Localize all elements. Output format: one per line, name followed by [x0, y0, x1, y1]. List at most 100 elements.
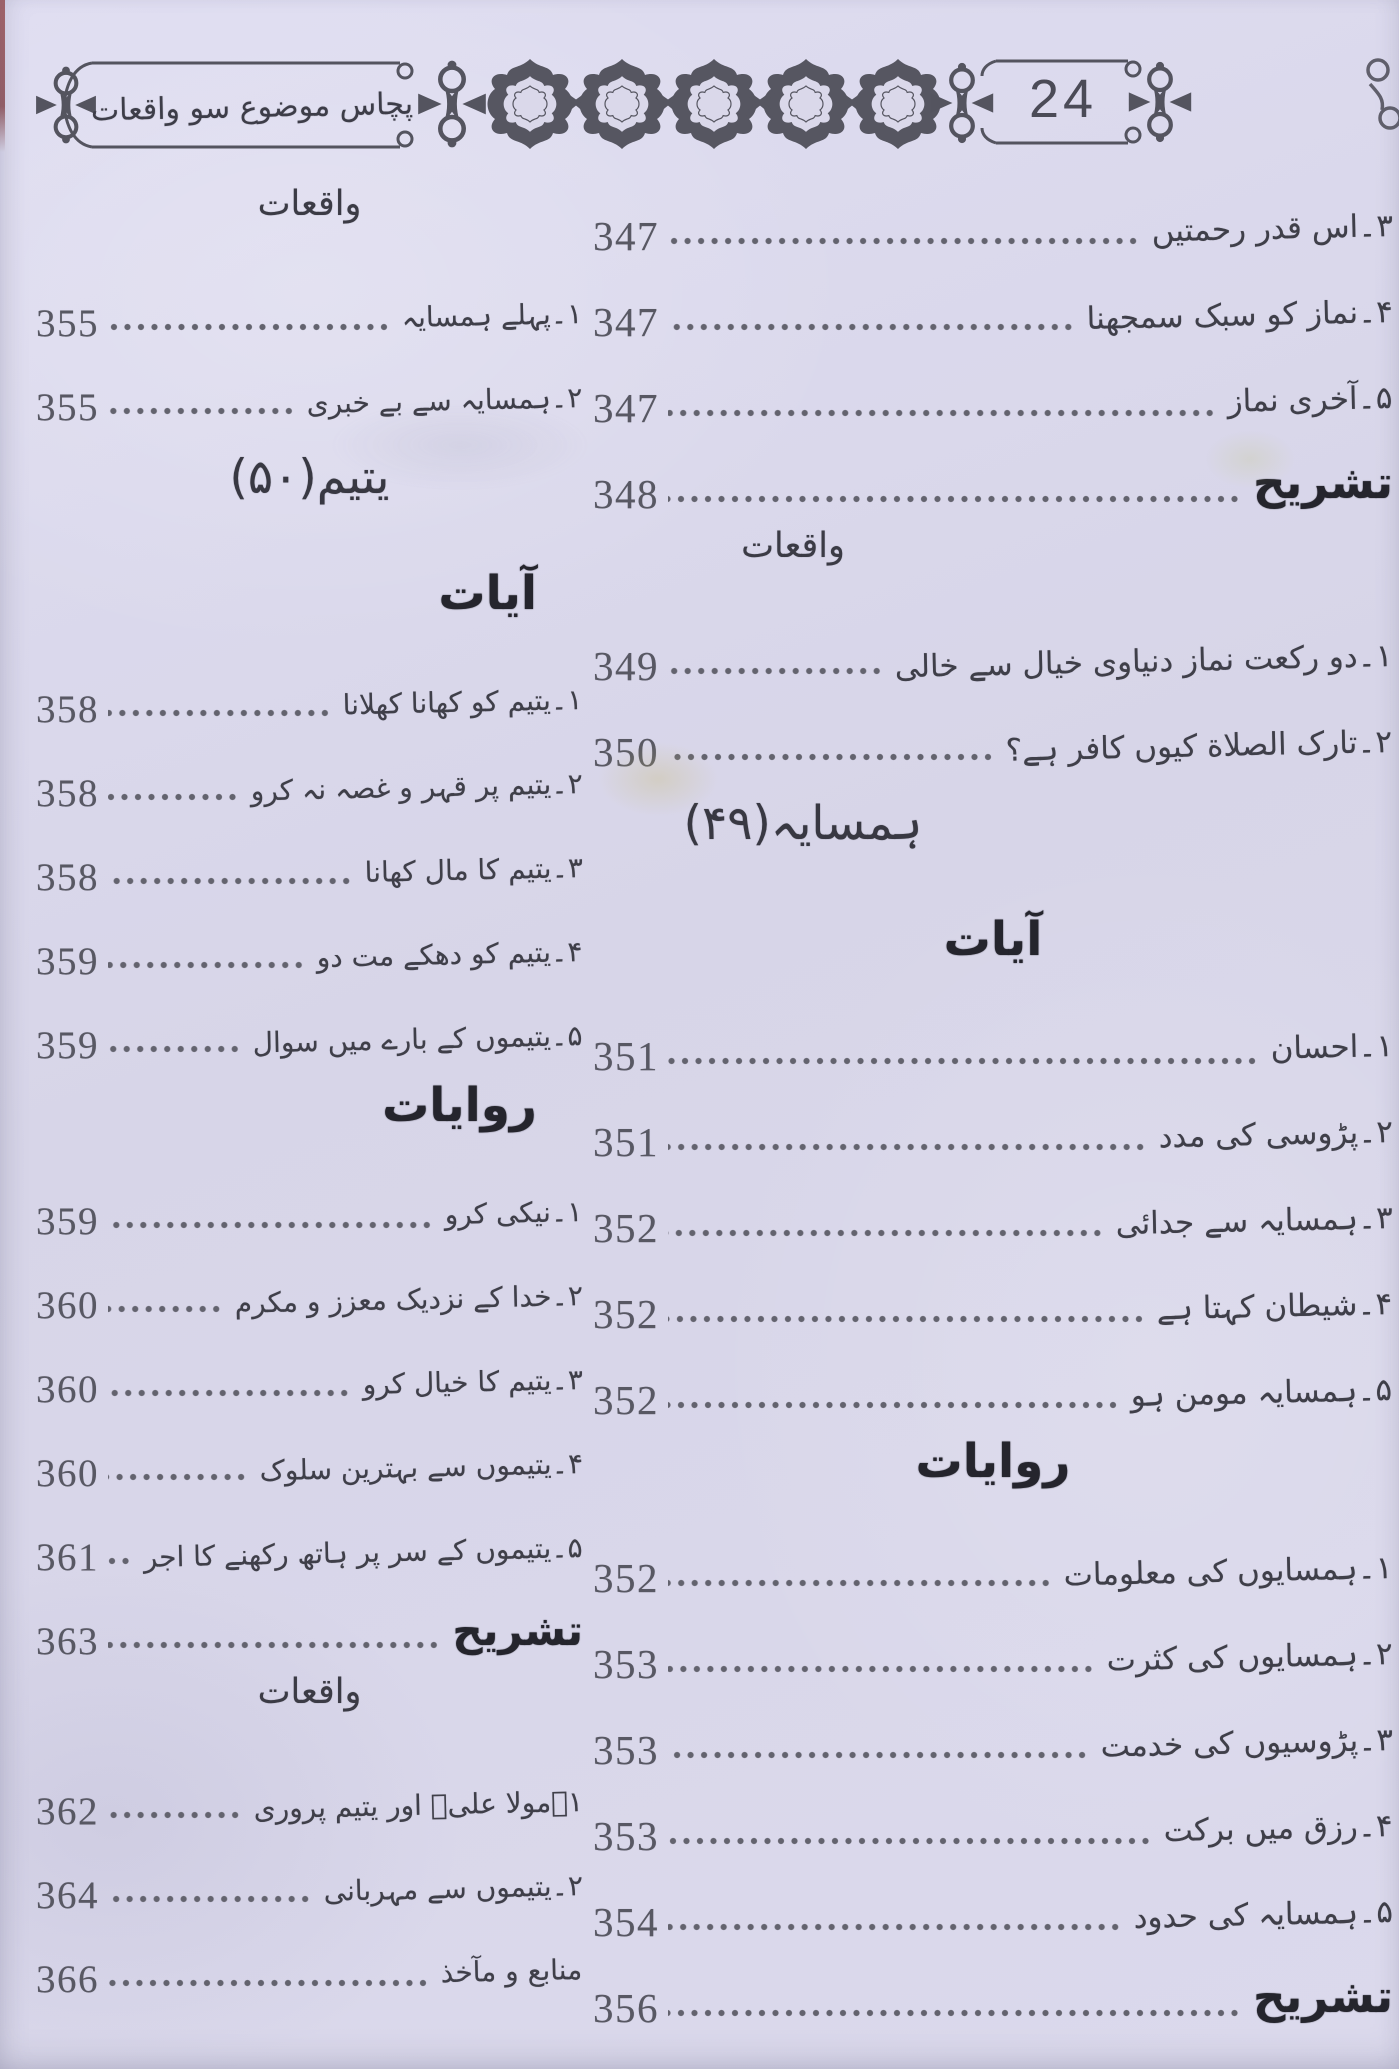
toc-column-right: ۳۔اس قدر رحمتیں 347 ۴۔نماز کو سبک سمجھنا 34… — [593, 168, 1393, 2069]
toc-entry-title: ۵۔ہمسایہ کی حدود — [1132, 1894, 1393, 1936]
dot-leader — [108, 1641, 444, 1649]
toc-entry-page-number: 355 — [36, 386, 99, 429]
toc-entry-page-number: 363 — [36, 1620, 99, 1663]
toc-entry-title: ۱۔مولا علیؑ اور یتیم پروری — [252, 1785, 583, 1826]
toc-entry-page-number: 359 — [36, 1200, 99, 1243]
dot-leader — [108, 877, 356, 885]
toc-entry-page-number: 355 — [36, 302, 99, 345]
dot-leader — [108, 1811, 245, 1819]
toc-entry-page-number: 353 — [593, 1813, 659, 1859]
dot-leader — [108, 1305, 226, 1313]
toc-entry-title: ۵۔یتیموں کے بارے میں سوال — [252, 1019, 583, 1060]
toc-entry-title: ۳۔یتیم کا مال کھانا — [363, 851, 583, 889]
toc-entry: ۲۔ہمسایوں کی کثرت 353 — [593, 1600, 1393, 1686]
dot-leader — [668, 1665, 1098, 1673]
toc-columns: ۳۔اس قدر رحمتیں 347 ۴۔نماز کو سبک سمجھنا 34… — [36, 168, 1393, 2069]
toc-entry-title: ۵۔آخری نماز — [1227, 380, 1393, 420]
toc-entry: ۱۔یتیم کو کھانا کھلانا 358 — [36, 646, 583, 730]
toc-entry: ۱۔مولا علیؑ اور یتیم پروری 362 — [36, 1748, 583, 1832]
toc-entry-title: ۲۔پڑوسی کی مدد — [1157, 1114, 1393, 1156]
toc-entry-title: ۱۔نیکی کرو — [444, 1195, 583, 1232]
toc-entry-page-number: 352 — [593, 1291, 659, 1337]
toc-entry-page-number: 347 — [593, 385, 659, 431]
toc-entry-title: منابع و مآخذ — [440, 1953, 583, 1990]
toc-entry-page-number: 353 — [593, 1641, 659, 1687]
toc-entry-title: ۱۔دو رکعت نماز دنیاوی خیال سے خالی — [894, 638, 1393, 686]
toc-entry: ۴۔نماز کو سبک سمجھنا 347 — [593, 258, 1393, 344]
toc-entry-page-number: 352 — [593, 1205, 659, 1251]
toc-entry-page-number: 360 — [36, 1368, 99, 1411]
toc-entry-title: ۳۔یتیم کا خیال کرو — [362, 1363, 583, 1401]
toc-entry-title: تشریح — [1252, 1970, 1393, 2023]
dot-leader — [668, 323, 1078, 331]
chapter-heading: واقعات — [257, 184, 362, 224]
header-ornament-band — [0, 0, 1399, 178]
toc-entry-title: ۲۔خدا کے نزدیک معزز و مکرم — [234, 1279, 583, 1320]
dot-leader — [668, 1579, 1056, 1587]
toc-entry-page-number: 360 — [36, 1284, 99, 1327]
group-heading: آیات — [438, 566, 537, 621]
toc-entry-page-number: 359 — [36, 940, 99, 983]
toc-entry-page-number: 347 — [593, 299, 659, 345]
toc-entry-title: ۱۔ہمسایوں کی معلومات — [1063, 1550, 1393, 1594]
dot-leader — [108, 1895, 315, 1903]
toc-entry: ۱۔پہلے ہمسایہ 355 — [36, 260, 583, 344]
toc-entry-page-number: 348 — [593, 471, 659, 517]
toc-entry: ۱۔احسان 351 — [593, 992, 1393, 1078]
toc-entry: ۵۔یتیموں کے سر پر ہاتھ رکھنے کا اجر 361 — [36, 1494, 583, 1578]
toc-entry-page-number: 359 — [36, 1024, 99, 1067]
toc-entry-title: ۱۔احسان — [1269, 1028, 1393, 1067]
toc-entry: منابع و مآخذ 366 — [36, 1916, 583, 2000]
toc-entry-title: ۳۔ہمسایہ سے جدائی — [1115, 1200, 1393, 1243]
center-left-fleur-icon — [418, 61, 486, 148]
toc-entry-page-number: 354 — [593, 1899, 659, 1945]
dot-leader — [668, 1057, 1262, 1065]
dot-leader — [668, 1315, 1149, 1323]
dot-leader — [108, 961, 309, 969]
toc-entry: ۵۔ہمسایہ مومن ہو 352 — [593, 1336, 1393, 1422]
paper-stain — [1205, 430, 1295, 488]
toc-entry: تشریح 348 — [593, 430, 1393, 516]
toc-entry: ۵۔ہمسایہ کی حدود 354 — [593, 1858, 1393, 1944]
toc-entry: ۲۔تارک الصلاة کیوں کافر ہے؟ 350 — [593, 688, 1393, 774]
toc-entry-title: تشریح — [1252, 456, 1393, 509]
dot-leader — [108, 1557, 136, 1565]
toc-entry-title: ۳۔پڑوسیوں کی خدمت — [1099, 1722, 1393, 1765]
toc-entry: ۲۔یتیم پر قہر و غصہ نہ کرو 358 — [36, 730, 583, 814]
dot-leader — [108, 407, 299, 415]
toc-entry: ۳۔اس قدر رحمتیں 347 — [593, 172, 1393, 258]
chapter-heading: واقعات — [257, 1672, 362, 1712]
dot-leader — [668, 1401, 1123, 1409]
toc-entry: تشریح 356 — [593, 1944, 1393, 2030]
dot-leader — [108, 323, 394, 331]
toc-entry: ۴۔یتیموں سے بہترین سلوک 360 — [36, 1410, 583, 1494]
toc-entry-page-number: 360 — [36, 1452, 99, 1495]
paper-stain — [598, 742, 718, 816]
dot-leader — [108, 709, 335, 717]
paper-stain — [330, 400, 590, 490]
book-title: پچاس موضوع سو واقعات — [90, 86, 414, 128]
toc-entry-page-number: 362 — [36, 1790, 99, 1833]
toc-entry-title: ۱۔پہلے ہمسایہ — [401, 297, 583, 335]
toc-entry-title: ۴۔رزق میں برکت — [1163, 1808, 1393, 1850]
toc-entry: ۴۔شیطان کہتا ہے 352 — [593, 1250, 1393, 1336]
toc-entry-title: ۲۔یتیموں سے مہربانی — [322, 1869, 583, 1908]
dot-leader — [668, 1751, 1092, 1759]
dot-leader — [668, 237, 1143, 245]
toc-entry-title: تشریح — [452, 1606, 583, 1655]
left-corner-fleur-icon — [36, 67, 96, 144]
toc-entry: ۵۔آخری نماز 347 — [593, 344, 1393, 430]
toc-entry: ۲۔پڑوسی کی مدد 351 — [593, 1078, 1393, 1164]
toc-entry-title: ۳۔اس قدر رحمتیں — [1150, 208, 1393, 250]
chapter-heading: واقعات — [741, 526, 845, 566]
toc-entry-page-number: 358 — [36, 856, 99, 899]
toc-entry: ۳۔پڑوسیوں کی خدمت 353 — [593, 1686, 1393, 1772]
dot-leader — [668, 1837, 1155, 1845]
toc-entry-title: ۲۔ہمسایوں کی کثرت — [1106, 1636, 1393, 1679]
medallion-chain-ornament — [488, 59, 941, 149]
toc-entry: ۱۔نیکی کرو 359 — [36, 1158, 583, 1242]
toc-entry-title: ۴۔شیطان کہتا ہے — [1156, 1286, 1393, 1328]
dot-leader — [108, 793, 242, 801]
